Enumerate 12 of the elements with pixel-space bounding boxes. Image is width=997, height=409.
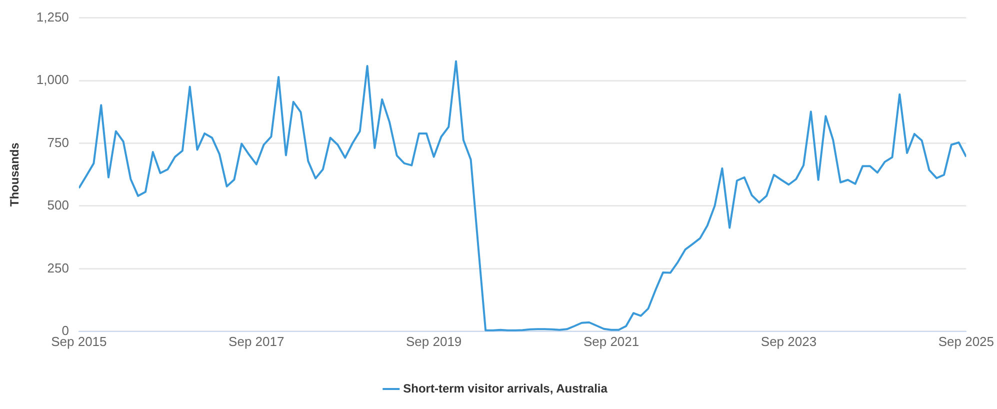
- x-tick-label: Sep 2021: [583, 334, 640, 349]
- y-tick-label: 1,250: [36, 9, 69, 24]
- y-tick-label: 250: [47, 260, 69, 276]
- x-tick-label: Sep 2025: [938, 334, 994, 349]
- y-axis-title: Thousands: [8, 142, 22, 207]
- legend-label: Short-term visitor arrivals, Australia: [403, 381, 608, 396]
- y-tick-label: 1,000: [36, 72, 69, 88]
- x-tick-label: Sep 2019: [406, 334, 462, 349]
- y-tick-label: 750: [47, 134, 69, 150]
- x-tick-label: Sep 2023: [760, 334, 817, 349]
- y-tick-label: 500: [47, 198, 69, 213]
- x-tick-label: Sep 2017: [228, 334, 284, 349]
